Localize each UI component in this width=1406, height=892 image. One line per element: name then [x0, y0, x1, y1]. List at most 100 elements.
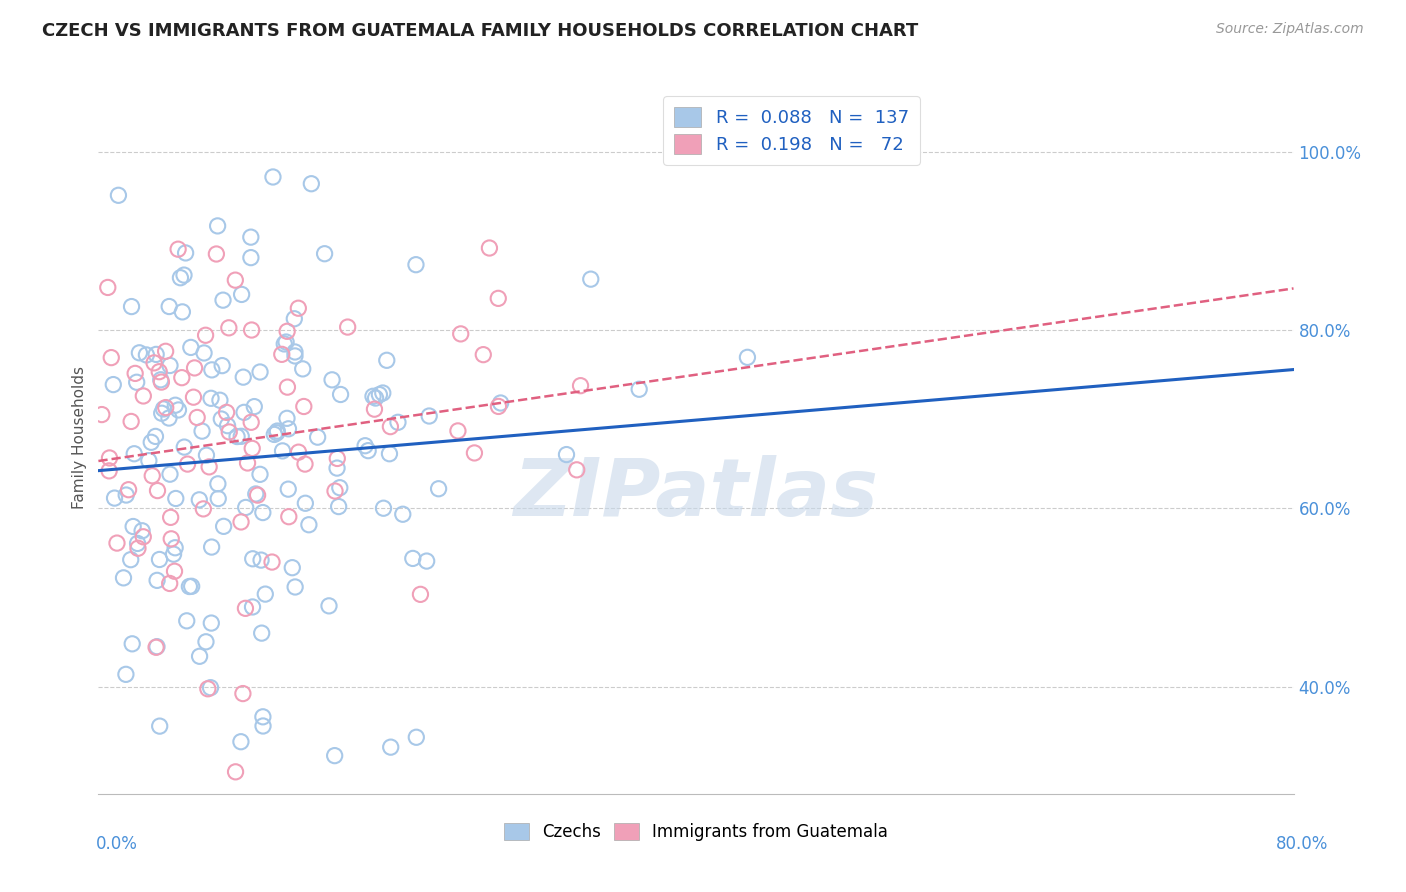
Point [169, 270, 191, 285]
Point [486, 291, 509, 305]
Point [146, 574, 169, 588]
Point [254, 587, 277, 601]
Point [239, 230, 262, 244]
Point [103, 377, 125, 392]
Point [409, 587, 432, 601]
Point [402, 551, 425, 566]
Point [405, 731, 427, 745]
Text: 0.0%: 0.0% [96, 835, 138, 853]
Point [121, 637, 143, 651]
Point [226, 429, 249, 443]
Point [292, 400, 315, 414]
Point [276, 324, 298, 338]
Point [242, 599, 264, 614]
Point [232, 370, 254, 384]
Point [98, 450, 121, 465]
Point [217, 418, 239, 433]
Point [326, 461, 349, 475]
Point [380, 740, 402, 755]
Point [193, 501, 215, 516]
Point [201, 540, 224, 554]
Point [97, 280, 120, 294]
Point [127, 536, 149, 550]
Point [207, 491, 229, 506]
Point [207, 219, 229, 233]
Point [98, 464, 121, 478]
Point [240, 442, 263, 456]
Point [276, 411, 298, 425]
Point [357, 443, 380, 458]
Point [373, 501, 395, 516]
Point [115, 488, 138, 502]
Point [277, 422, 299, 436]
Point [148, 552, 170, 566]
Point [186, 410, 208, 425]
Point [132, 530, 155, 544]
Point [146, 640, 169, 654]
Point [262, 169, 284, 184]
Point [212, 519, 235, 533]
Point [145, 640, 167, 655]
Point [287, 301, 309, 316]
Point [122, 519, 145, 533]
Point [252, 719, 274, 733]
Point [249, 467, 271, 482]
Point [149, 373, 172, 387]
Point [283, 311, 305, 326]
Point [225, 764, 247, 779]
Point [555, 448, 578, 462]
Point [240, 415, 263, 429]
Point [159, 576, 181, 591]
Point [266, 424, 288, 438]
Point [155, 344, 177, 359]
Point [207, 476, 229, 491]
Point [284, 580, 307, 594]
Point [145, 429, 167, 443]
Point [195, 448, 218, 462]
Point [489, 396, 512, 410]
Point [103, 491, 125, 505]
Point [141, 435, 163, 450]
Point [146, 483, 169, 498]
Point [152, 401, 174, 416]
Point [270, 347, 292, 361]
Point [224, 273, 246, 287]
Point [183, 360, 205, 375]
Point [183, 390, 205, 404]
Point [105, 536, 128, 550]
Point [329, 481, 352, 495]
Point [165, 541, 187, 555]
Point [200, 681, 222, 695]
Point [249, 365, 271, 379]
Point [128, 346, 150, 360]
Point [287, 445, 309, 459]
Point [565, 463, 588, 477]
Point [215, 405, 238, 419]
Point [138, 453, 160, 467]
Point [176, 457, 198, 471]
Point [298, 517, 321, 532]
Point [250, 553, 273, 567]
Point [173, 440, 195, 454]
Point [117, 483, 139, 497]
Point [200, 392, 222, 406]
Point [135, 348, 157, 362]
Point [159, 510, 181, 524]
Point [205, 247, 228, 261]
Point [131, 524, 153, 538]
Point [200, 616, 222, 631]
Point [167, 242, 190, 256]
Point [229, 735, 252, 749]
Y-axis label: Family Households: Family Households [72, 366, 87, 508]
Text: 80.0%: 80.0% [1277, 835, 1329, 853]
Point [165, 398, 187, 412]
Point [252, 506, 274, 520]
Point [180, 340, 202, 354]
Point [252, 710, 274, 724]
Point [447, 424, 470, 438]
Point [125, 376, 148, 390]
Point [201, 363, 224, 377]
Point [90, 408, 112, 422]
Point [212, 293, 235, 307]
Point [463, 446, 485, 460]
